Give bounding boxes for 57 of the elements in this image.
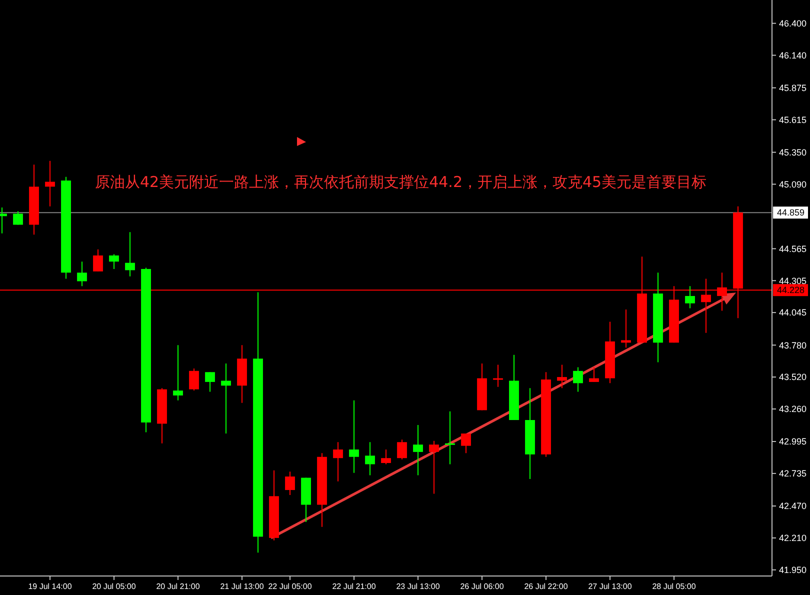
candlestick <box>125 232 135 277</box>
y-tick-label: 45.615 <box>779 114 807 125</box>
y-tick-label: 44.565 <box>779 244 807 254</box>
x-tick-label: 28 Jul 05:00 <box>652 582 696 591</box>
candlestick <box>493 364 503 388</box>
y-tick-label: 46.140 <box>779 50 807 60</box>
ref-line-label: 44.859 <box>777 208 805 218</box>
x-tick-label: 19 Jul 14:00 <box>28 582 72 591</box>
x-tick-label: 23 Jul 13:00 <box>396 582 440 591</box>
candlestick <box>413 424 423 476</box>
x-tick-label: 26 Jul 06:00 <box>460 582 504 591</box>
candlestick <box>621 308 631 348</box>
candlestick <box>349 400 359 474</box>
candlestick <box>333 442 343 482</box>
y-tick-label: 45.350 <box>779 147 807 158</box>
candlestick <box>445 410 455 465</box>
ref-line-label: 44.228 <box>777 285 805 296</box>
x-tick-label: 21 Jul 13:00 <box>220 582 264 591</box>
y-tick-label: 43.780 <box>779 340 807 350</box>
candlestick <box>109 254 119 270</box>
candlestick <box>173 344 183 401</box>
candlestick <box>589 366 599 382</box>
candlestick <box>573 366 583 392</box>
y-tick-label: 44.305 <box>779 276 807 286</box>
y-tick-label: 42.735 <box>779 468 807 479</box>
y-tick-label: 43.520 <box>779 372 807 382</box>
y-tick-label: 45.875 <box>779 82 807 93</box>
y-tick-label: 42.995 <box>779 436 807 447</box>
candlestick <box>13 210 23 226</box>
x-tick-label: 22 Jul 21:00 <box>332 582 376 591</box>
candlestick <box>685 286 695 309</box>
x-tick-label: 26 Jul 22:00 <box>524 582 568 591</box>
candlestick <box>93 248 103 272</box>
candlestick <box>77 261 87 287</box>
x-tick-label: 22 Jul 05:00 <box>268 582 312 591</box>
candlestick <box>429 440 439 494</box>
candlestick <box>189 368 199 392</box>
candlestick <box>461 433 471 454</box>
x-tick-label: 27 Jul 13:00 <box>588 582 632 591</box>
x-tick-label: 20 Jul 21:00 <box>156 582 200 591</box>
y-tick-label: 42.470 <box>779 501 807 512</box>
x-tick-label: 20 Jul 05:00 <box>92 582 136 591</box>
annotation: 原油从42美元附近一路上涨，再次依托前期支撑位44.2，开启上涨，攻克45美元是首要目标 <box>95 173 707 191</box>
candlestick <box>221 363 231 434</box>
y-tick-label: 46.400 <box>779 18 807 28</box>
candlestick <box>365 442 375 476</box>
candlestick <box>285 471 295 496</box>
candlestick <box>381 449 391 465</box>
candlestick <box>397 439 407 460</box>
y-tick-label: 41.950 <box>779 565 807 576</box>
y-tick-label: 45.090 <box>779 179 807 190</box>
y-tick-label: 44.045 <box>779 308 807 318</box>
y-tick-label: 42.210 <box>779 533 807 544</box>
y-tick-label: 43.260 <box>779 404 807 414</box>
candlestick <box>205 372 215 392</box>
candlestick <box>45 160 55 207</box>
candlestick <box>557 364 567 389</box>
